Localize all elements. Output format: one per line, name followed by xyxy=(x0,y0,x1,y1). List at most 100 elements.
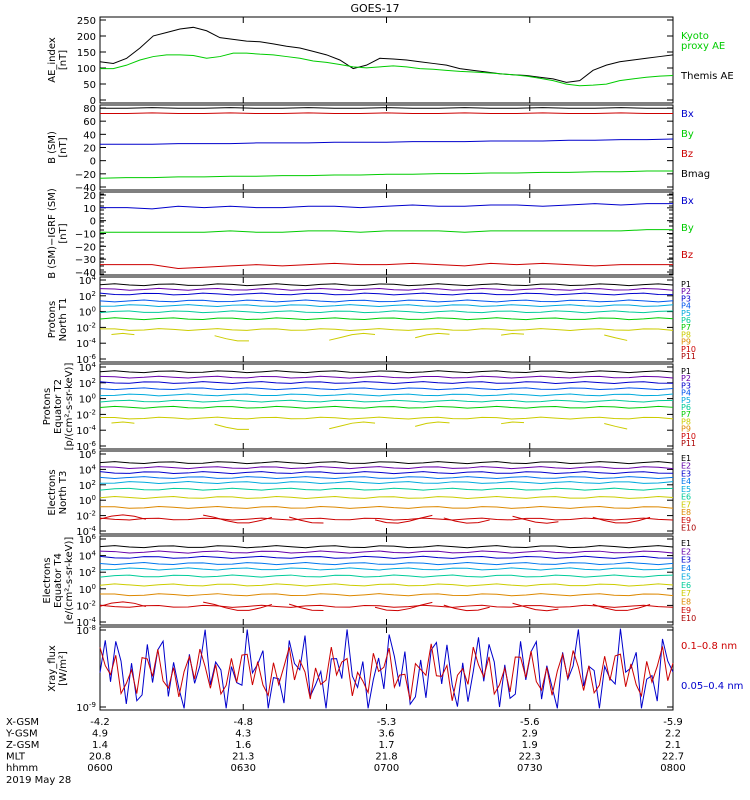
xaxis-row-1-value-4: 2.2 xyxy=(665,729,681,740)
panel-3-legend-10: P11 xyxy=(681,352,696,361)
panel-5-yticklabel-1: 104 xyxy=(79,463,97,476)
panel-6-yticklabel-3: 100 xyxy=(79,583,96,596)
xaxis-row-label-4: hhmm xyxy=(6,763,38,774)
panel-6-series-E8 xyxy=(99,593,674,597)
xaxis-row-2-value-4: 2.1 xyxy=(665,740,681,751)
panel-1-ylabel-0: B (SM) xyxy=(47,131,58,164)
panel-5-series-E4 xyxy=(99,476,674,480)
panel-7-yticklabel-0: 10-8 xyxy=(76,624,96,637)
panel-5-series-E8 xyxy=(99,505,674,509)
panel-1-legend-0: Bx xyxy=(681,109,694,120)
panel-0-yticklabel-4: 50 xyxy=(83,80,96,91)
panel-0-ylabel-1: [nT] xyxy=(58,50,69,70)
panel-6-legend-7: E8 xyxy=(681,597,691,606)
panel-5-ylabel-0: Electrons xyxy=(47,469,58,515)
panel-3-sparse-5 xyxy=(604,334,628,341)
panel-6-legend-9: E10 xyxy=(681,614,696,623)
xaxis-row-2-value-0: 1.4 xyxy=(92,740,108,751)
xaxis-row-0-value-0: -4.2 xyxy=(90,717,110,728)
panel-3-yticklabel-4: 10-4 xyxy=(76,337,96,350)
xaxis-row-4-value-0: 0600 xyxy=(87,763,112,774)
panel-3-ylabel-0: Protons xyxy=(47,301,58,338)
panel-3-sparse-0 xyxy=(111,332,135,336)
xaxis-row-2-value-1: 1.6 xyxy=(235,740,251,751)
panel-5-series-E2 xyxy=(99,466,674,470)
panel-1-series-Bz xyxy=(100,112,673,114)
panel-3-legend-5: P6 xyxy=(681,316,691,325)
panel-3-yticklabel-3: 10-2 xyxy=(76,321,96,334)
xaxis-row-label-1: Y-GSM xyxy=(5,729,38,740)
panel-5-legend-4: E5 xyxy=(681,485,691,494)
panel-6-yticklabel-0: 106 xyxy=(79,533,97,546)
panel-4-series-P8 xyxy=(99,416,674,420)
panel-1-series-Bx xyxy=(100,138,674,145)
panel-4-series-P5 xyxy=(99,393,674,397)
panel-4-sparse-4 xyxy=(501,421,525,425)
panel-3-series-P5 xyxy=(99,304,674,308)
panel-6-legend-3: E4 xyxy=(681,564,691,573)
xaxis-row-label-3: MLT xyxy=(6,752,26,763)
panel-5-yticklabel-2: 102 xyxy=(79,479,96,492)
panel-5-legend-9: E10 xyxy=(681,524,696,533)
panel-5-yticklabel-0: 106 xyxy=(79,448,97,461)
panel-5-sparse-3 xyxy=(374,514,433,524)
panel-6-series-E5 xyxy=(99,567,674,571)
panel-3-yticklabel-5: 10-6 xyxy=(76,353,96,366)
panel-5-series-E1 xyxy=(99,461,674,465)
panel-4-yticklabel-4: 10-4 xyxy=(76,424,96,437)
panel-6-legend-6: E7 xyxy=(681,589,691,598)
panel-0-ylabel-0: AE_index xyxy=(47,37,58,83)
xaxis-date: 2019 May 28 xyxy=(6,775,71,786)
panel-6-series-E3 xyxy=(99,555,674,559)
panel-frame-7 xyxy=(99,626,674,711)
panel-3-legend-2: P3 xyxy=(681,294,691,303)
panel-6-legend-5: E6 xyxy=(681,581,691,590)
panel-5-yticklabel-4: 10-2 xyxy=(76,510,96,523)
panel-1-legend-2: Bz xyxy=(681,149,693,160)
panel-3-sparse-1 xyxy=(214,335,249,342)
panel-5-yticklabel-3: 100 xyxy=(79,494,96,507)
panel-7-series-0 xyxy=(99,628,674,709)
panel-6-sparse-0 xyxy=(99,601,146,608)
panel-frame-0 xyxy=(99,16,674,104)
panel-5-sparse-6 xyxy=(592,516,651,524)
panel-5-series-E6 xyxy=(99,487,674,491)
panel-5-legend-1: E2 xyxy=(681,462,691,471)
panel-2-yticklabel-0: 20 xyxy=(83,191,96,202)
panel-6-legend-4: E5 xyxy=(681,572,691,581)
panel-6-sparse-5 xyxy=(512,602,559,612)
panel-5-yticklabel-5: 10-4 xyxy=(76,525,96,538)
panel-0-series-Themis AE xyxy=(99,26,674,83)
panel-4-legend-2: P3 xyxy=(681,381,691,390)
panel-5-series-E9 xyxy=(99,517,674,521)
panel-1-ylabel-1: [nT] xyxy=(58,137,69,157)
panel-1-yticklabel-5: −20 xyxy=(75,170,96,181)
panel-3-sparse-4 xyxy=(501,332,525,336)
panel-3-series-P2 xyxy=(99,287,674,291)
panel-2-series-Bx xyxy=(100,203,673,210)
xaxis-row-1-value-3: 2.9 xyxy=(522,729,538,740)
panel-4-yticklabel-2: 100 xyxy=(79,393,96,406)
panel-4-legend-7: P8 xyxy=(681,417,691,426)
panel-2-series-By xyxy=(100,229,673,233)
panel-5-sparse-5 xyxy=(512,515,559,524)
panel-3-series-P8 xyxy=(99,328,674,331)
xaxis-row-3-value-3: 22.3 xyxy=(519,752,541,763)
panel-3-series-P6 xyxy=(99,310,674,314)
panel-4-series-P2 xyxy=(99,375,674,379)
xaxis-row-2-value-2: 1.7 xyxy=(379,740,395,751)
panel-4-series-P6 xyxy=(99,399,674,403)
panel-5-legend-0: E1 xyxy=(681,454,691,463)
panel-frame-6 xyxy=(99,535,674,626)
panel-1-legend-1: By xyxy=(681,129,694,140)
panel-6-legend-2: E3 xyxy=(681,556,691,565)
panel-0-yticklabel-2: 150 xyxy=(77,48,96,59)
xaxis-row-4-value-3: 0730 xyxy=(517,763,542,774)
panel-4-sparse-2 xyxy=(329,421,376,430)
panel-4-legend-8: P9 xyxy=(681,425,691,434)
panel-6-sparse-1 xyxy=(203,601,273,611)
panel-2-yticklabel-1: 10 xyxy=(83,204,96,215)
xaxis-row-0-value-1: -4.8 xyxy=(233,717,253,728)
panel-2-yticklabel-5: −30 xyxy=(75,255,96,266)
panel-2-yticklabel-3: −10 xyxy=(75,230,96,241)
